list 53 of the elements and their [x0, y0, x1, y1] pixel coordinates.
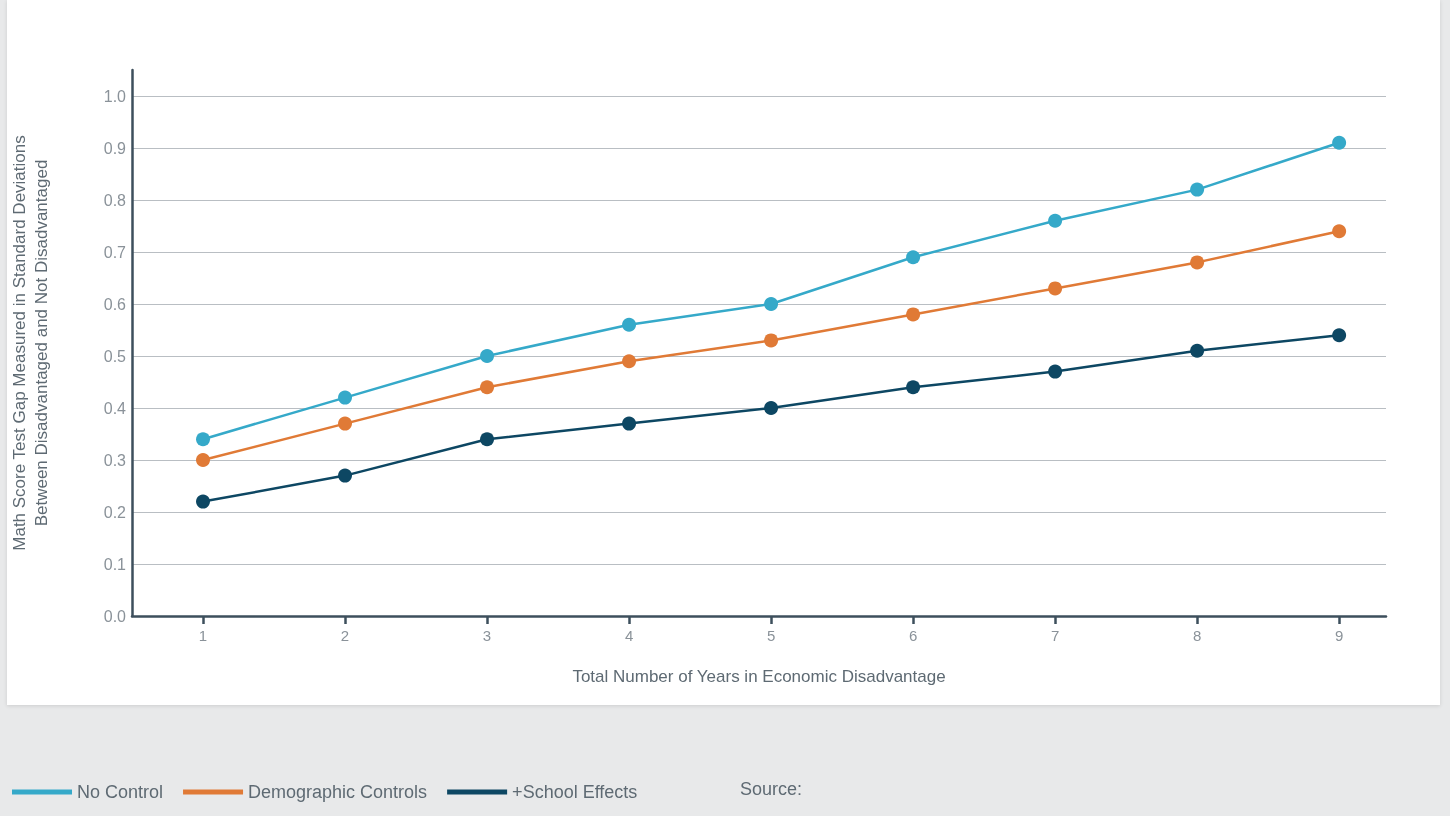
point [1332, 328, 1347, 343]
point [480, 380, 495, 395]
x-tick-label: 5 [766, 627, 776, 644]
x-tick-label: 2 [340, 627, 350, 644]
legend-label: +School Effects [512, 782, 638, 802]
point [622, 416, 637, 431]
point [622, 317, 637, 332]
x-tick-label: 7 [1050, 627, 1060, 644]
point [1190, 182, 1205, 197]
point [338, 416, 353, 431]
y-tick-label: 1.0 [103, 87, 127, 105]
y-tick-label: 0.1 [103, 555, 127, 573]
x-tick-label: 6 [908, 627, 918, 644]
y-tick-label: 0.8 [103, 191, 127, 209]
x-tick-label: 9 [1334, 627, 1344, 644]
point [1190, 255, 1205, 270]
point [1048, 281, 1063, 296]
x-axis-title: Total Number of Years in Economic Disadvantage [572, 667, 946, 686]
y-tick-label: 0.7 [103, 243, 127, 261]
source-note: Source: [740, 779, 803, 799]
point [1332, 224, 1347, 239]
legend-label: No Control [77, 782, 164, 802]
point [764, 297, 779, 311]
point [480, 432, 495, 447]
point [906, 250, 921, 265]
point [906, 307, 921, 322]
point [196, 453, 211, 467]
y-tick-label: 0.5 [103, 347, 127, 365]
point [906, 380, 921, 395]
y-tick-label: 0.4 [103, 399, 127, 417]
y-tick-label: 0.9 [103, 139, 127, 157]
point [622, 354, 637, 369]
point [1048, 213, 1063, 228]
y-tick-label: 0.6 [103, 295, 127, 313]
point [196, 432, 211, 447]
x-tick-label: 3 [482, 627, 492, 644]
point [338, 390, 353, 405]
y-tick-label: 0.2 [103, 503, 127, 521]
point [764, 333, 779, 348]
y-axis-title: Math Score Test Gap Measured in Standard Deviations Between Disadvantaged and Not Disadvantaged [9, 135, 51, 551]
point [1332, 135, 1347, 150]
y-tick-label: 0.3 [103, 451, 127, 469]
point [196, 494, 211, 509]
y-tick-label: 0.0 [103, 607, 127, 625]
x-tick-label: 1 [198, 627, 208, 644]
point [480, 349, 495, 363]
x-tick-label: 4 [624, 627, 634, 644]
legend-label: Demographic Controls [248, 782, 428, 802]
x-tick-label: 8 [1192, 627, 1202, 644]
point [1190, 343, 1205, 358]
point [1048, 364, 1063, 379]
point [764, 401, 779, 415]
point [338, 468, 353, 483]
